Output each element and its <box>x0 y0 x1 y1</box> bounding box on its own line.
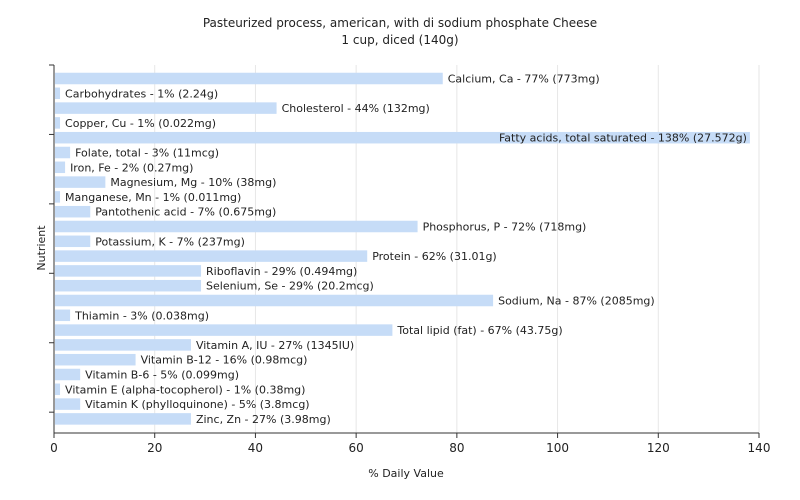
bar-label: Potassium, K - 7% (237mg) <box>95 235 245 248</box>
bar <box>55 191 61 203</box>
bar-label: Vitamin B-12 - 16% (0.98mcg) <box>141 354 308 367</box>
bar <box>55 413 191 425</box>
bar <box>55 353 136 366</box>
x-tick-label: 40 <box>248 441 263 455</box>
y-axis-label: Nutrient <box>35 225 48 271</box>
gridlines <box>154 65 760 433</box>
bar <box>55 368 81 381</box>
x-tick-label: 60 <box>349 441 364 455</box>
bar <box>55 250 368 262</box>
chart-subtitle: 1 cup, diced (140g) <box>341 33 458 47</box>
bar-label: Cholesterol - 44% (132mg) <box>282 102 430 115</box>
bar <box>55 205 91 218</box>
bar <box>55 383 61 396</box>
bar-label: Fatty acids, total saturated - 138% (27.… <box>499 132 747 145</box>
bar-label: Vitamin K (phylloquinone) - 5% (3.8mcg) <box>85 398 309 411</box>
bar <box>55 102 277 114</box>
bar <box>55 131 750 144</box>
bar-label: Sodium, Na - 87% (2085mg) <box>498 295 655 308</box>
bar-label: Calcium, Ca - 77% (773mg) <box>448 73 600 86</box>
bar <box>55 161 66 174</box>
bar-label: Copper, Cu - 1% (0.022mg) <box>65 117 216 130</box>
x-tick-label: 100 <box>546 441 569 455</box>
bar-label: Vitamin E (alpha-tocopherol) - 1% (0.38m… <box>65 383 305 396</box>
bar <box>55 324 393 336</box>
bar-label: Selenium, Se - 29% (20.2mcg) <box>206 280 374 293</box>
x-axis-ticks: 0 20 40 60 80 100 120 140 <box>50 433 770 455</box>
x-tick-label: 20 <box>147 441 162 455</box>
bar-label: Riboflavin - 29% (0.494mg) <box>206 265 357 278</box>
bar-label: Folate, total - 3% (11mcg) <box>75 147 219 160</box>
bar <box>55 72 443 85</box>
bar <box>55 265 202 277</box>
x-tick-label: 120 <box>647 441 670 455</box>
bar-label: Magnesium, Mg - 10% (38mg) <box>110 176 276 189</box>
x-tick-label: 80 <box>449 441 464 455</box>
bar-label: Manganese, Mn - 1% (0.011mg) <box>65 191 241 204</box>
bar-label: Iron, Fe - 2% (0.27mg) <box>70 161 193 174</box>
bar-label: Zinc, Zn - 27% (3.98mg) <box>196 413 331 426</box>
bar-label: Carbohydrates - 1% (2.24g) <box>65 87 218 100</box>
bar <box>55 398 81 410</box>
bar <box>55 294 494 307</box>
bar-label: Protein - 62% (31.01g) <box>372 250 497 263</box>
bar-label: Phosphorus, P - 72% (718mg) <box>423 221 587 234</box>
bar-label: Total lipid (fat) - 67% (43.75g) <box>396 324 562 337</box>
bar <box>55 339 191 351</box>
x-tick-label: 0 <box>50 441 58 455</box>
bar-label: Vitamin B-6 - 5% (0.099mg) <box>85 369 239 382</box>
chart-title: Pasteurized process, american, with di s… <box>203 16 597 30</box>
bar <box>55 117 61 129</box>
bar <box>55 176 106 188</box>
bar <box>55 279 202 292</box>
bars: Calcium, Ca - 77% (773mg) Carbohydrates -… <box>55 73 750 426</box>
axes <box>49 64 759 434</box>
x-tick-label: 140 <box>748 441 771 455</box>
bar-label: Thiamin - 3% (0.038mg) <box>74 309 209 322</box>
bar <box>55 235 91 248</box>
bar <box>55 309 71 322</box>
bar <box>55 146 71 159</box>
bar <box>55 87 61 100</box>
x-axis-label: % Daily Value <box>368 467 444 480</box>
bar-label: Pantothenic acid - 7% (0.675mg) <box>95 206 276 219</box>
bar-label: Vitamin A, IU - 27% (1345IU) <box>196 339 354 352</box>
bar <box>55 220 418 233</box>
